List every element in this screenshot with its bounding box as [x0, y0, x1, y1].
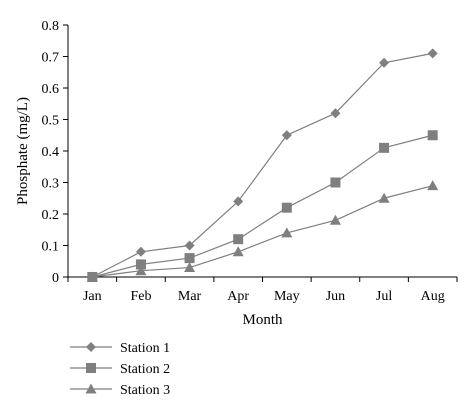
- series-3: [86, 180, 439, 282]
- series-1: [87, 48, 438, 282]
- y-tick-label: 0.2: [42, 208, 60, 223]
- series-2-point: [379, 142, 390, 153]
- series-3-point: [329, 214, 341, 225]
- y-tick-label: 0.6: [42, 82, 60, 97]
- y-tick-label: 0.4: [42, 145, 60, 160]
- y-tick-label: 0.5: [42, 114, 60, 129]
- series-1-point: [281, 130, 292, 141]
- legend-item-1: Station 1: [70, 341, 170, 356]
- legend-marker: [86, 342, 96, 352]
- series-2: [87, 130, 438, 282]
- y-tick-label: 0.3: [42, 177, 60, 192]
- series-1-point: [135, 246, 146, 257]
- chart-series: [86, 48, 439, 282]
- series-2-point: [233, 234, 244, 245]
- series-3-point: [232, 246, 244, 257]
- series-3-point: [184, 262, 196, 273]
- series-1-point: [427, 48, 438, 59]
- legend-label: Station 3: [120, 383, 170, 398]
- legend-item-3: Station 3: [70, 383, 170, 398]
- x-tick-label: May: [274, 289, 300, 304]
- legend-label: Station 2: [120, 362, 170, 377]
- chart-legend: Station 1 Station 2 Station 3: [70, 341, 170, 398]
- x-tick-label: Jun: [326, 289, 345, 304]
- chart-axes: [67, 25, 457, 278]
- x-tick-label: Feb: [130, 289, 151, 304]
- x-axis-title: Month: [242, 312, 283, 328]
- x-tick-label: Jan: [83, 289, 102, 304]
- series-1-point: [233, 196, 244, 207]
- legend-marker: [86, 363, 96, 373]
- series-2-point: [135, 259, 146, 270]
- series-2-line: [92, 134, 433, 278]
- series-2-point: [427, 130, 438, 141]
- x-tick-label: Aug: [421, 289, 445, 304]
- legend-marker: [85, 383, 97, 394]
- y-tick-label: 0.1: [42, 240, 60, 255]
- y-tick-label: 0: [52, 271, 59, 286]
- series-3-point: [281, 227, 293, 238]
- legend-item-2: Station 2: [70, 362, 170, 377]
- legend-label: Station 1: [120, 341, 170, 356]
- series-1-point: [379, 57, 390, 68]
- chart-ticks: 0 0.1 0.2 0.3 0.4 0.5 0.6 0.7 0.8 Jan Feb Mar Apr May…: [42, 19, 458, 304]
- series-2-point: [330, 177, 341, 188]
- series-3-point: [427, 180, 439, 191]
- y-tick-label: 0.7: [42, 51, 60, 66]
- x-tick-label: Jul: [376, 289, 392, 304]
- series-1-line: [92, 52, 433, 278]
- y-tick-label: 0.8: [42, 19, 60, 34]
- x-tick-label: Apr: [227, 289, 249, 304]
- series-2-point: [184, 253, 195, 264]
- series-1-point: [330, 108, 341, 119]
- series-3-point: [86, 271, 98, 282]
- series-1-point: [184, 240, 195, 251]
- x-tick-label: Mar: [178, 289, 202, 304]
- series-2-point: [281, 202, 292, 213]
- series-3-point: [378, 192, 390, 203]
- series-3-point: [135, 265, 147, 276]
- series-3-line: [92, 185, 433, 278]
- y-axis-title: Phosphate (mg/L): [15, 97, 31, 205]
